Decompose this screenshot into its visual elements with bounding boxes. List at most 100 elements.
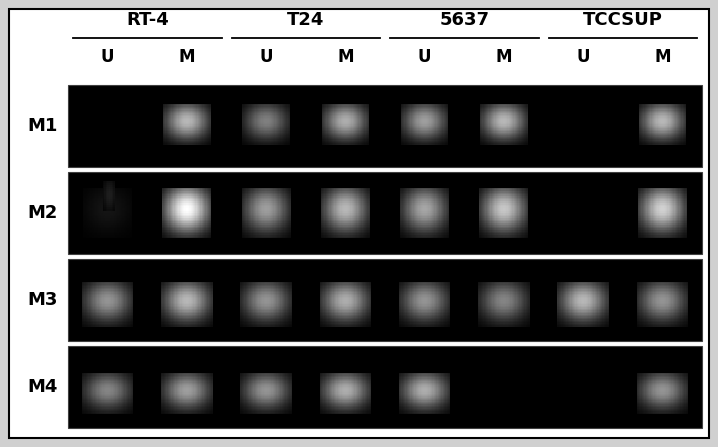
Bar (105, 398, 106, 399)
Bar (345, 235, 347, 237)
Bar (82, 306, 83, 307)
Bar (365, 227, 366, 228)
Bar (209, 189, 210, 191)
Bar (340, 405, 342, 406)
Bar (167, 237, 169, 238)
Bar (672, 237, 673, 238)
Bar (161, 316, 162, 318)
Bar (197, 395, 198, 396)
Bar (524, 291, 526, 292)
Bar (605, 308, 606, 310)
Bar (196, 376, 197, 377)
Bar (519, 131, 521, 133)
Bar (161, 398, 162, 399)
Bar (504, 220, 505, 221)
Bar (649, 110, 651, 111)
Bar (427, 105, 428, 106)
Bar (171, 201, 172, 203)
Bar (431, 308, 432, 310)
Bar (107, 183, 108, 185)
Bar (482, 116, 484, 118)
Bar (272, 127, 274, 128)
Bar (200, 210, 202, 211)
Bar (161, 379, 162, 380)
Bar (401, 403, 403, 405)
Bar (365, 294, 366, 295)
Bar (191, 381, 192, 383)
Bar (422, 189, 424, 191)
Bar (327, 143, 329, 145)
Bar (355, 295, 357, 296)
Bar (650, 303, 651, 304)
Bar (651, 131, 652, 133)
Bar (503, 201, 504, 203)
Bar (344, 402, 345, 403)
Bar (498, 128, 499, 130)
Bar (179, 111, 180, 112)
Bar (675, 206, 676, 208)
Bar (258, 320, 260, 322)
Bar (509, 216, 510, 218)
Bar (426, 124, 427, 126)
Bar (122, 379, 123, 380)
Bar (501, 114, 503, 115)
Bar (99, 213, 101, 215)
Bar (683, 313, 684, 315)
Bar (432, 310, 434, 312)
Bar (186, 196, 187, 198)
Bar (105, 223, 106, 225)
Bar (660, 233, 661, 235)
Bar (359, 218, 360, 220)
Bar (269, 301, 270, 303)
Bar (205, 194, 207, 196)
Bar (368, 406, 370, 407)
Bar (417, 296, 418, 298)
Bar (509, 325, 510, 327)
Bar (449, 411, 450, 413)
Bar (167, 295, 169, 296)
Bar (434, 189, 436, 191)
Bar (327, 409, 329, 410)
Bar (167, 119, 168, 120)
Bar (667, 106, 668, 108)
Bar (170, 384, 172, 385)
Bar (360, 381, 361, 383)
Bar (200, 225, 202, 227)
Bar (356, 208, 358, 210)
Bar (244, 298, 246, 299)
Bar (204, 208, 205, 210)
Bar (567, 303, 568, 304)
Bar (573, 299, 574, 301)
Bar (106, 210, 108, 211)
Bar (167, 320, 169, 322)
Bar (523, 131, 524, 133)
Bar (83, 406, 85, 407)
Bar (211, 298, 213, 299)
Bar (323, 142, 324, 143)
Bar (440, 319, 442, 320)
Bar (200, 131, 201, 133)
Bar (687, 316, 688, 318)
Bar (408, 283, 409, 285)
Bar (648, 143, 649, 145)
Bar (641, 196, 643, 198)
Bar (182, 215, 183, 216)
Bar (162, 405, 164, 406)
Bar (129, 298, 131, 299)
Bar (333, 138, 335, 139)
Bar (255, 306, 256, 307)
Bar (321, 409, 322, 410)
Bar (408, 286, 409, 287)
Bar (325, 304, 326, 306)
Bar (416, 282, 417, 283)
Bar (647, 133, 648, 134)
Bar (401, 292, 403, 294)
Bar (495, 301, 496, 303)
Bar (186, 127, 187, 128)
Bar (343, 220, 344, 221)
Bar (110, 295, 111, 296)
Bar (352, 389, 353, 391)
Bar (643, 134, 645, 135)
Bar (658, 228, 660, 230)
Bar (331, 402, 332, 403)
